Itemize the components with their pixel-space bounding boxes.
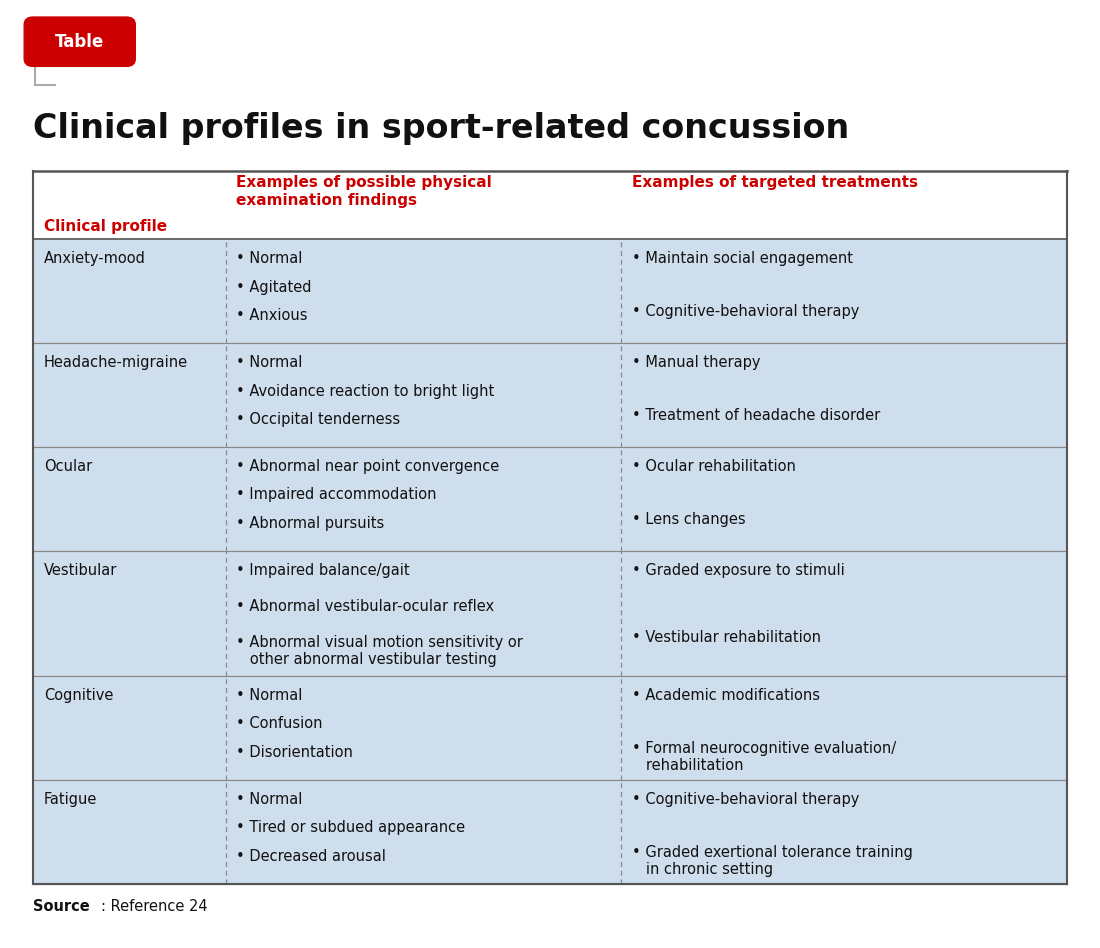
Text: • Abnormal vestibular-ocular reflex: • Abnormal vestibular-ocular reflex <box>236 599 495 614</box>
Bar <box>33 239 1067 343</box>
Text: Anxiety-mood: Anxiety-mood <box>44 251 146 266</box>
Text: Examples of possible physical
examination findings: Examples of possible physical examinatio… <box>236 175 493 208</box>
Text: • Anxious: • Anxious <box>236 308 308 323</box>
Text: • Academic modifications: • Academic modifications <box>632 688 821 702</box>
Text: Examples of targeted treatments: Examples of targeted treatments <box>632 175 918 191</box>
Text: • Normal: • Normal <box>236 251 302 266</box>
Text: Clinical profile: Clinical profile <box>44 219 167 234</box>
Text: • Graded exertional tolerance training
   in chronic setting: • Graded exertional tolerance training i… <box>632 845 913 877</box>
Text: : Reference 24: : Reference 24 <box>101 899 208 914</box>
Text: • Vestibular rehabilitation: • Vestibular rehabilitation <box>632 629 822 645</box>
Text: Source: Source <box>33 899 90 914</box>
Text: • Agitated: • Agitated <box>236 280 312 295</box>
Text: • Treatment of headache disorder: • Treatment of headache disorder <box>632 408 881 423</box>
Text: • Normal: • Normal <box>236 356 302 371</box>
Text: • Normal: • Normal <box>236 688 302 702</box>
Bar <box>33 343 1067 447</box>
Text: • Normal: • Normal <box>236 792 302 807</box>
Text: Table: Table <box>55 33 104 50</box>
Text: • Manual therapy: • Manual therapy <box>632 356 761 371</box>
Text: • Graded exposure to stimuli: • Graded exposure to stimuli <box>632 563 845 578</box>
Text: • Impaired balance/gait: • Impaired balance/gait <box>236 563 410 578</box>
Bar <box>33 551 1067 676</box>
Text: • Disorientation: • Disorientation <box>236 744 353 759</box>
Text: • Abnormal visual motion sensitivity or
   other abnormal vestibular testing: • Abnormal visual motion sensitivity or … <box>236 634 524 667</box>
Text: • Avoidance reaction to bright light: • Avoidance reaction to bright light <box>236 384 495 398</box>
Text: Ocular: Ocular <box>44 459 92 474</box>
Text: • Lens changes: • Lens changes <box>632 512 746 527</box>
Text: • Tired or subdued appearance: • Tired or subdued appearance <box>236 820 465 835</box>
Text: • Decreased arousal: • Decreased arousal <box>236 848 386 864</box>
Text: • Confusion: • Confusion <box>236 717 323 731</box>
Text: Cognitive: Cognitive <box>44 688 113 702</box>
Text: • Abnormal near point convergence: • Abnormal near point convergence <box>236 459 499 474</box>
Text: • Abnormal pursuits: • Abnormal pursuits <box>236 516 385 531</box>
Text: Vestibular: Vestibular <box>44 563 118 578</box>
FancyBboxPatch shape <box>24 17 135 66</box>
Text: • Impaired accommodation: • Impaired accommodation <box>236 487 437 502</box>
Text: Headache-migraine: Headache-migraine <box>44 356 188 371</box>
Text: • Cognitive-behavioral therapy: • Cognitive-behavioral therapy <box>632 304 860 319</box>
Text: • Occipital tenderness: • Occipital tenderness <box>236 411 400 427</box>
Text: • Maintain social engagement: • Maintain social engagement <box>632 251 854 266</box>
Text: • Cognitive-behavioral therapy: • Cognitive-behavioral therapy <box>632 792 860 807</box>
Bar <box>33 676 1067 779</box>
Bar <box>33 171 1067 239</box>
Text: • Formal neurocognitive evaluation/
   rehabilitation: • Formal neurocognitive evaluation/ reha… <box>632 740 896 774</box>
Bar <box>33 447 1067 551</box>
Text: Clinical profiles in sport-related concussion: Clinical profiles in sport-related concu… <box>33 112 849 145</box>
Text: Fatigue: Fatigue <box>44 792 98 807</box>
Text: • Ocular rehabilitation: • Ocular rehabilitation <box>632 459 796 474</box>
Bar <box>33 779 1067 884</box>
